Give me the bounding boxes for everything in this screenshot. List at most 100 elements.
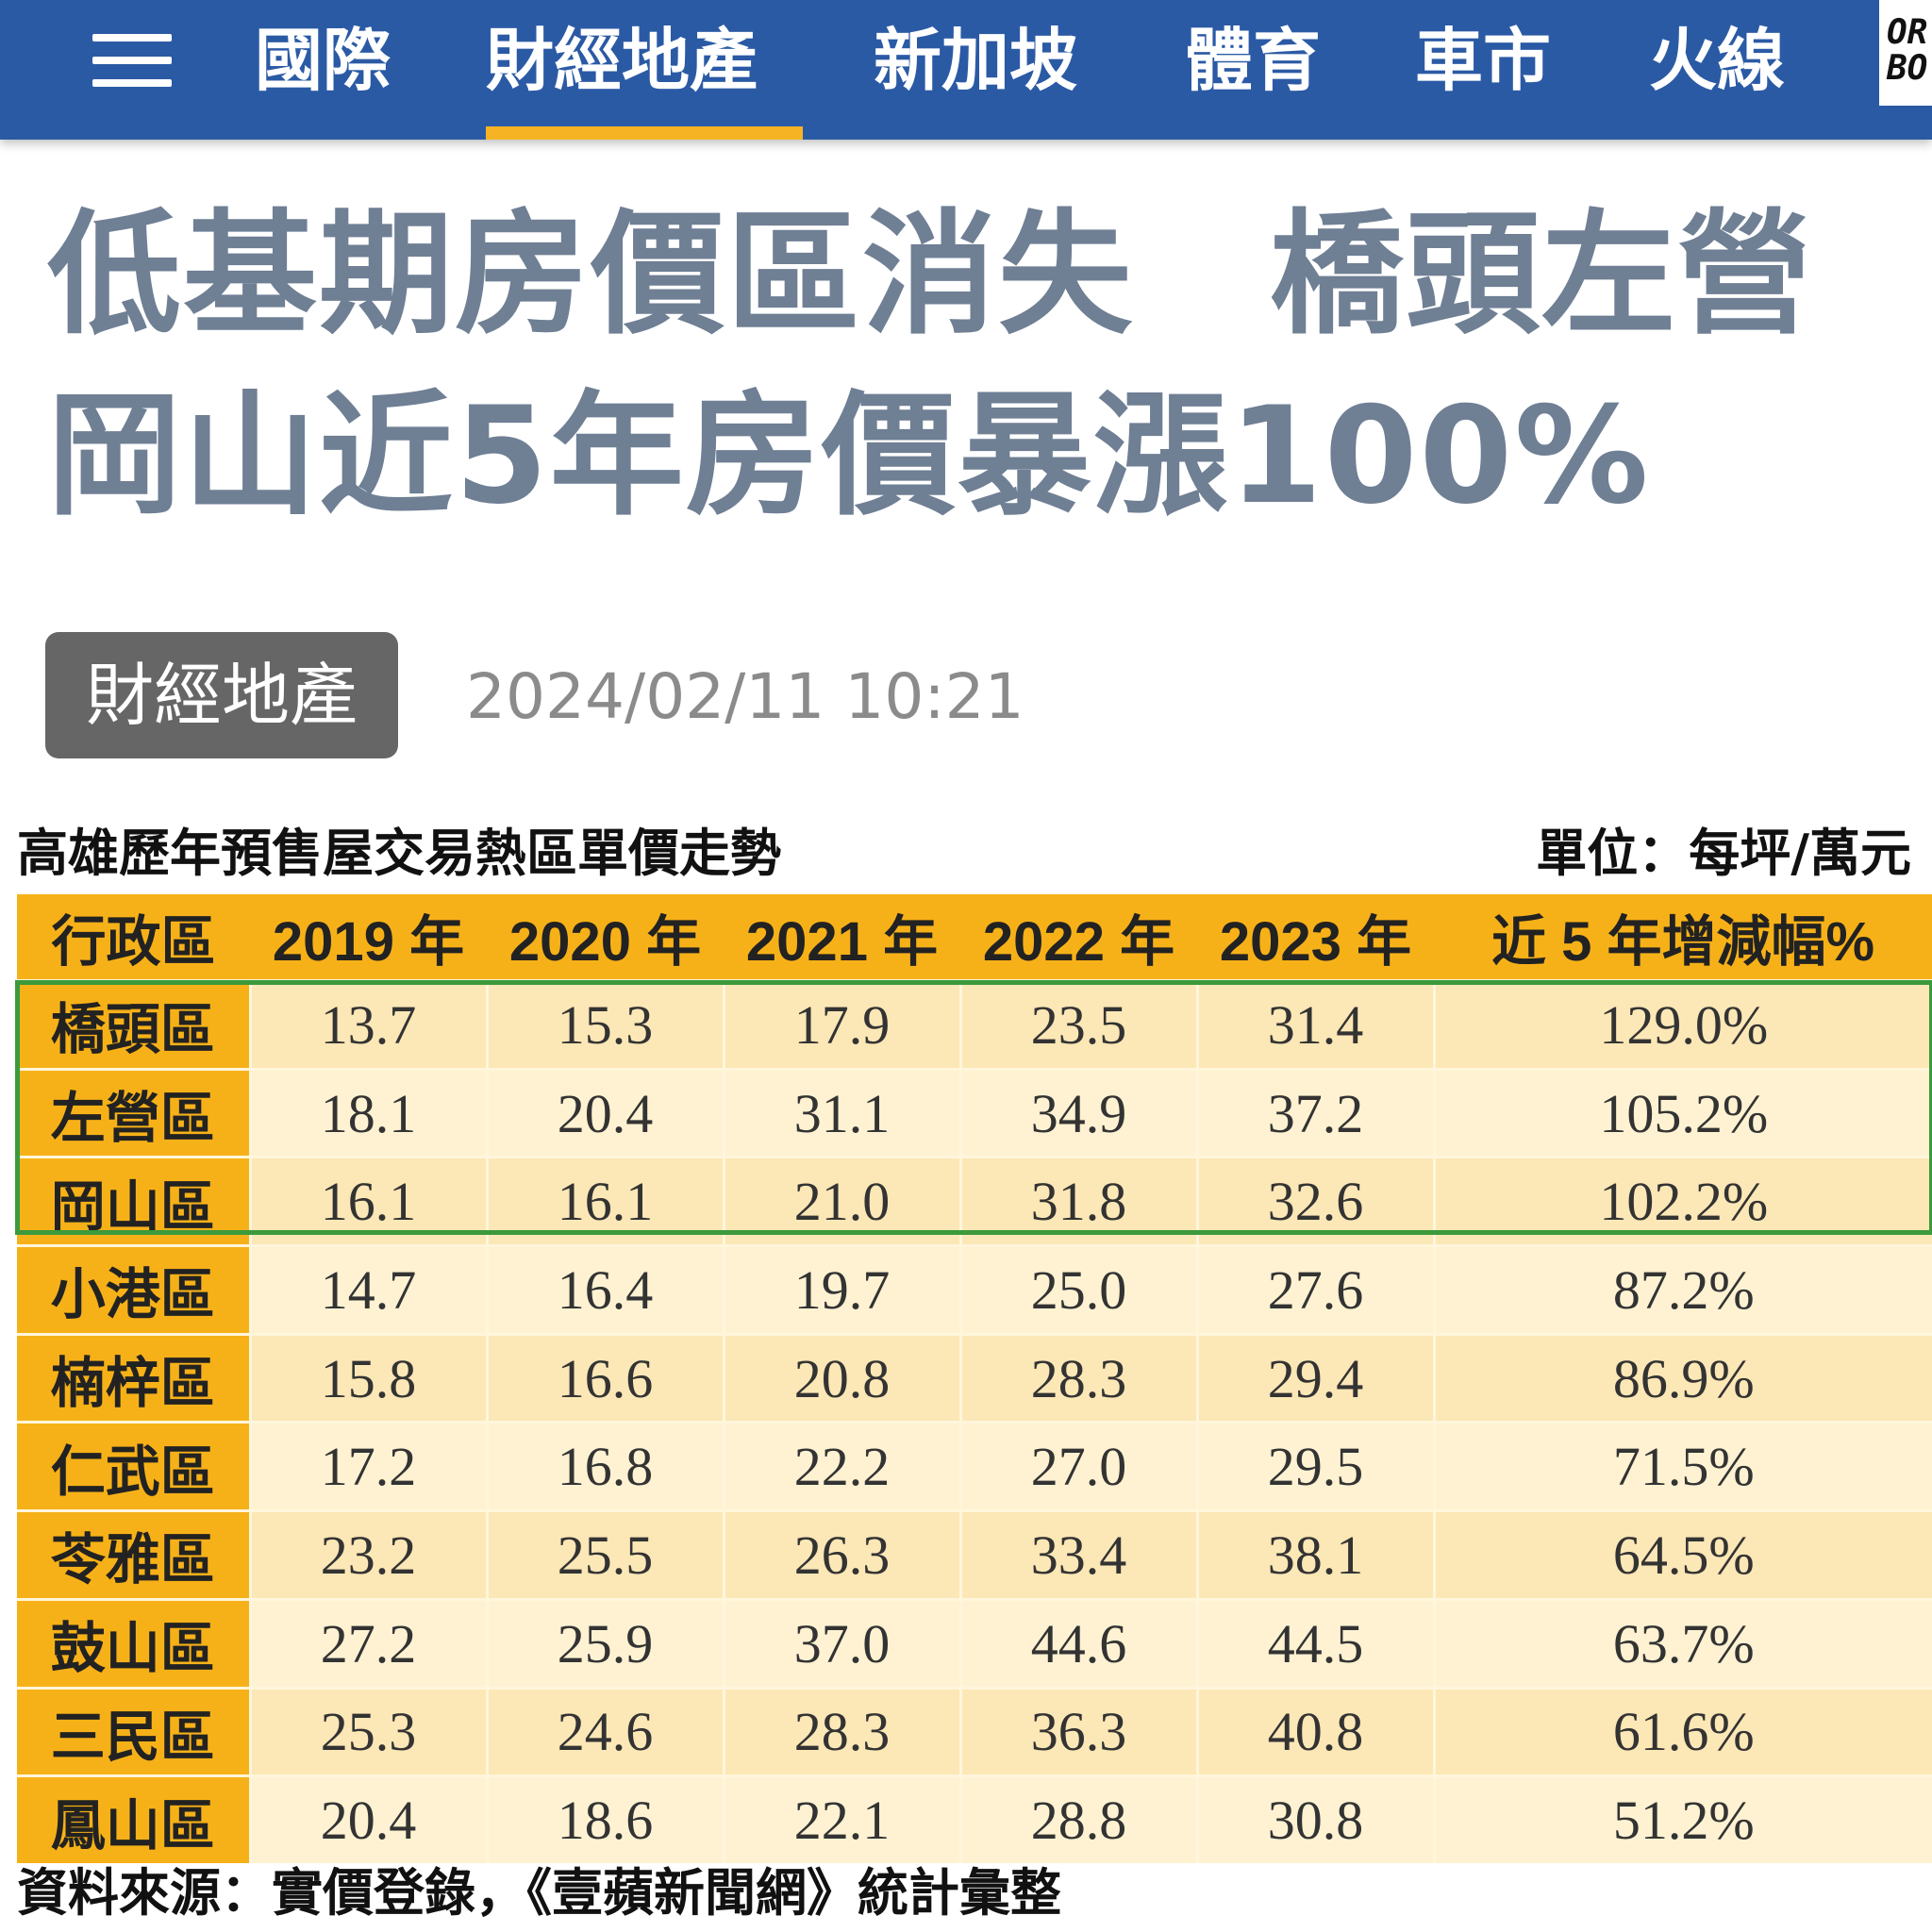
value-cell: 16.1: [248, 1156, 487, 1246]
table-row: 鼓山區 27.2 25.9 37.0 44.6 44.5 63.7%: [17, 1597, 1932, 1688]
value-cell: 37.0: [722, 1597, 960, 1688]
headline-line-1: 低基期房價區消失 橋頭左營: [47, 197, 1813, 353]
value-cell: 28.3: [722, 1686, 960, 1776]
table-header-cell: 2021 年: [724, 894, 960, 981]
table-header-cell: 2023 年: [1197, 894, 1434, 981]
nav-item-singapore[interactable]: 新加坡: [874, 21, 1078, 100]
top-nav: 國際 財經地產 新加坡 體育 車市 火線 OR BO: [0, 0, 1932, 140]
value-cell: 29.4: [1195, 1332, 1434, 1423]
table-header-cell: 2020 年: [487, 894, 724, 981]
value-cell: 18.1: [248, 1067, 487, 1158]
value-cell: 16.1: [485, 1156, 724, 1246]
district-cell: 左營區: [17, 1067, 250, 1158]
value-cell: 19.7: [722, 1244, 960, 1335]
table-header-cell: 2022 年: [960, 894, 1197, 981]
table-row: 左營區 18.1 20.4 31.1 34.9 37.2 105.2%: [17, 1067, 1932, 1158]
table-header-cell: 行政區: [17, 894, 250, 981]
value-cell: 87.2%: [1432, 1244, 1932, 1335]
menu-icon[interactable]: [92, 34, 172, 87]
value-cell: 15.8: [248, 1332, 487, 1423]
value-cell: 86.9%: [1432, 1332, 1932, 1423]
value-cell: 25.5: [485, 1509, 724, 1600]
value-cell: 32.6: [1195, 1156, 1434, 1246]
district-cell: 橋頭區: [17, 979, 250, 1070]
value-cell: 17.9: [722, 979, 960, 1070]
district-cell: 鳳山區: [17, 1774, 250, 1863]
value-cell: 31.1: [722, 1067, 960, 1158]
district-cell: 三民區: [17, 1686, 250, 1776]
nav-item-sports[interactable]: 體育: [1185, 21, 1322, 100]
district-cell: 楠梓區: [17, 1332, 250, 1423]
district-cell: 鼓山區: [17, 1597, 250, 1688]
value-cell: 27.2: [248, 1597, 487, 1688]
table-row: 苓雅區 23.2 25.5 26.3 33.4 38.1 64.5%: [17, 1509, 1932, 1600]
value-cell: 20.4: [248, 1774, 487, 1863]
value-cell: 13.7: [248, 979, 487, 1070]
value-cell: 25.0: [958, 1244, 1197, 1335]
value-cell: 38.1: [1195, 1509, 1434, 1600]
table-row: 鳳山區 20.4 18.6 22.1 28.8 30.8 51.2%: [17, 1774, 1932, 1863]
value-cell: 29.5: [1195, 1421, 1434, 1511]
table-header-cell: 2019 年: [250, 894, 487, 981]
value-cell: 16.6: [485, 1332, 724, 1423]
value-cell: 64.5%: [1432, 1509, 1932, 1600]
table-row: 三民區 25.3 24.6 28.3 36.3 40.8 61.6%: [17, 1686, 1932, 1776]
value-cell: 23.2: [248, 1509, 487, 1600]
district-cell: 岡山區: [17, 1156, 250, 1246]
value-cell: 25.9: [485, 1597, 724, 1688]
value-cell: 28.3: [958, 1332, 1197, 1423]
table-title: 高雄歷年預售屋交易熱區單價走勢: [17, 824, 781, 883]
table-source: 資料來源：實價登錄，《壹蘋新聞網》統計彙整: [17, 1863, 1061, 1923]
value-cell: 44.6: [958, 1597, 1197, 1688]
value-cell: 61.6%: [1432, 1686, 1932, 1776]
value-cell: 18.6: [485, 1774, 724, 1863]
value-cell: 26.3: [722, 1509, 960, 1600]
brand-logo[interactable]: OR BO: [1879, 0, 1932, 106]
value-cell: 33.4: [958, 1509, 1197, 1600]
table-row: 橋頭區 13.7 15.3 17.9 23.5 31.4 129.0%: [17, 979, 1932, 1070]
table-row: 楠梓區 15.8 16.6 20.8 28.3 29.4 86.9%: [17, 1332, 1932, 1423]
value-cell: 14.7: [248, 1244, 487, 1335]
value-cell: 44.5: [1195, 1597, 1434, 1688]
table-row: 岡山區 16.1 16.1 21.0 31.8 32.6 102.2%: [17, 1156, 1932, 1246]
article-headline: 低基期房價區消失 橋頭左營 岡山近5年房價暴漲100%: [47, 185, 1896, 547]
value-cell: 129.0%: [1432, 979, 1932, 1070]
value-cell: 22.1: [722, 1774, 960, 1863]
publish-timestamp: 2024/02/11 10:21: [466, 660, 1024, 733]
nav-item-cars[interactable]: 車市: [1415, 21, 1552, 100]
value-cell: 28.8: [958, 1774, 1197, 1863]
value-cell: 22.2: [722, 1421, 960, 1511]
value-cell: 31.4: [1195, 979, 1434, 1070]
table-unit: 單位：每坪/萬元: [1536, 824, 1911, 883]
value-cell: 27.0: [958, 1421, 1197, 1511]
value-cell: 21.0: [722, 1156, 960, 1246]
value-cell: 20.8: [722, 1332, 960, 1423]
value-cell: 34.9: [958, 1067, 1197, 1158]
value-cell: 16.8: [485, 1421, 724, 1511]
district-cell: 仁武區: [17, 1421, 250, 1511]
table-header-row: 行政區 2019 年 2020 年 2021 年 2022 年 2023 年近 5 年增減…: [17, 894, 1932, 981]
category-tag[interactable]: 財經地產: [45, 632, 398, 758]
nav-item-finance-realestate[interactable]: 財經地產: [486, 21, 758, 100]
value-cell: 105.2%: [1432, 1067, 1932, 1158]
nav-item-international[interactable]: 國際: [255, 21, 391, 100]
nav-item-frontline[interactable]: 火線: [1649, 21, 1786, 100]
value-cell: 40.8: [1195, 1686, 1434, 1776]
value-cell: 27.6: [1195, 1244, 1434, 1335]
table-row: 小港區 14.7 16.4 19.7 25.0 27.6 87.2%: [17, 1244, 1932, 1335]
value-cell: 20.4: [485, 1067, 724, 1158]
value-cell: 31.8: [958, 1156, 1197, 1246]
value-cell: 63.7%: [1432, 1597, 1932, 1688]
value-cell: 25.3: [248, 1686, 487, 1776]
value-cell: 23.5: [958, 979, 1197, 1070]
value-cell: 30.8: [1195, 1774, 1434, 1863]
district-cell: 小港區: [17, 1244, 250, 1335]
headline-line-2: 岡山近5年房價暴漲100%: [47, 378, 1651, 534]
value-cell: 17.2: [248, 1421, 487, 1511]
value-cell: 102.2%: [1432, 1156, 1932, 1246]
value-cell: 51.2%: [1432, 1774, 1932, 1863]
active-tab-indicator: [486, 126, 803, 140]
value-cell: 36.3: [958, 1686, 1197, 1776]
value-cell: 16.4: [485, 1244, 724, 1335]
value-cell: 71.5%: [1432, 1421, 1932, 1511]
